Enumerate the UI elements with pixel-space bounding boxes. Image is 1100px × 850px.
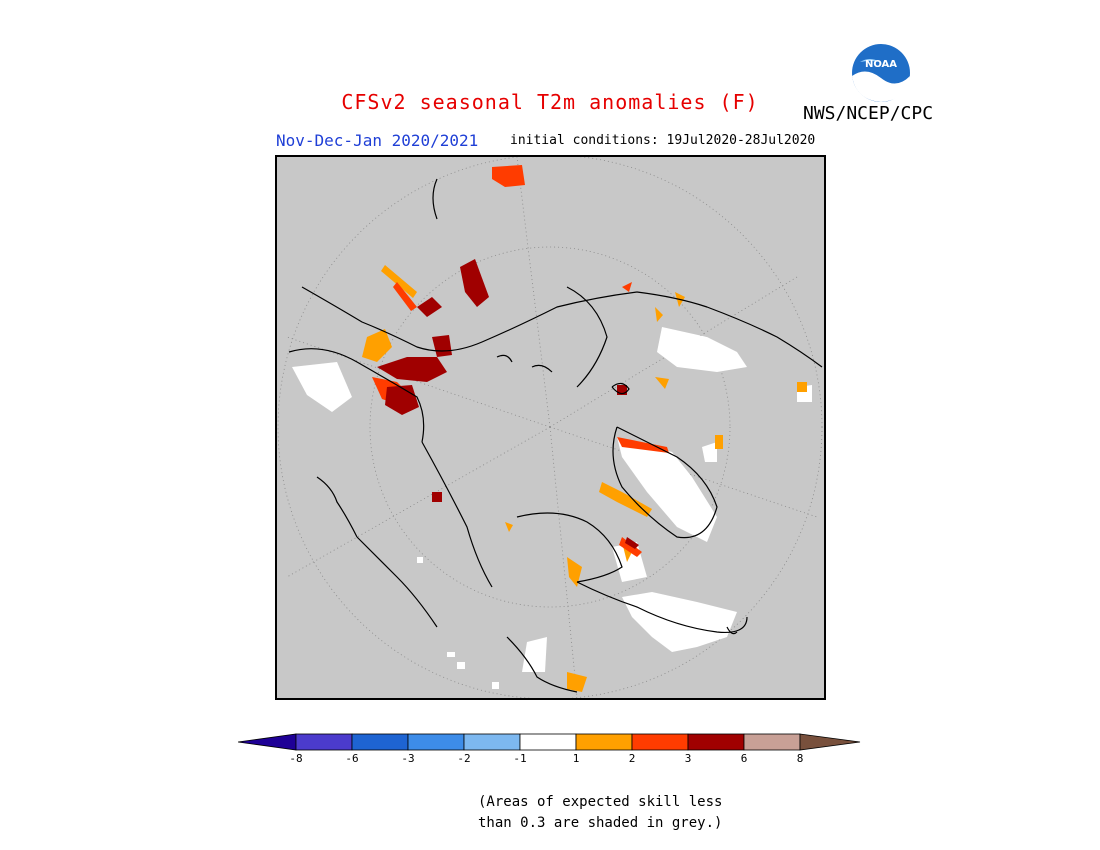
- chart-title: CFSv2 seasonal T2m anomalies (F): [341, 90, 759, 114]
- organization-label: NWS/NCEP/CPC: [803, 103, 934, 124]
- noaa-logo: NOAA: [851, 43, 911, 103]
- colorbar-label: 3: [684, 752, 692, 765]
- colorbar-label: 8: [796, 752, 804, 765]
- anomaly-white: [292, 327, 812, 689]
- map-canvas: [277, 157, 823, 698]
- colorbar-swatch: [295, 733, 353, 751]
- coastlines: [288, 178, 823, 693]
- anomaly-darkred: [377, 259, 639, 549]
- svg-text:NOAA: NOAA: [865, 59, 897, 70]
- initial-conditions: initial conditions: 19Jul2020-28Jul2020: [510, 133, 816, 148]
- map-graticule: [277, 157, 823, 698]
- colorbar-swatch: [687, 733, 745, 751]
- colorbar-label: -3: [401, 752, 415, 765]
- colorbar-swatch: [519, 733, 577, 751]
- colorbar-label: -2: [457, 752, 471, 765]
- skill-note: (Areas of expected skill less than 0.3 a…: [478, 792, 722, 834]
- forecast-period: Nov-Dec-Jan 2020/2021: [276, 131, 479, 150]
- colorbar-swatch: [351, 733, 409, 751]
- anomaly-orange: [362, 265, 807, 692]
- polar-map: [275, 155, 826, 700]
- colorbar-label: 2: [628, 752, 636, 765]
- colorbar-low-arrow: [238, 733, 297, 751]
- colorbar-swatch: [631, 733, 689, 751]
- skill-note-line2: than 0.3 are shaded in grey.): [478, 815, 723, 831]
- colorbar-label: -6: [345, 752, 359, 765]
- colorbar-swatch: [743, 733, 801, 751]
- colorbar-swatch: [575, 733, 633, 751]
- colorbar-label: 6: [740, 752, 748, 765]
- colorbar: [238, 733, 861, 751]
- colorbar-high-arrow: [799, 733, 861, 751]
- colorbar-label: -1: [513, 752, 527, 765]
- colorbar-swatch: [463, 733, 521, 751]
- colorbar-label: -8: [289, 752, 303, 765]
- colorbar-swatch: [407, 733, 465, 751]
- skill-note-line1: (Areas of expected skill less: [478, 794, 723, 810]
- colorbar-label: 1: [572, 752, 580, 765]
